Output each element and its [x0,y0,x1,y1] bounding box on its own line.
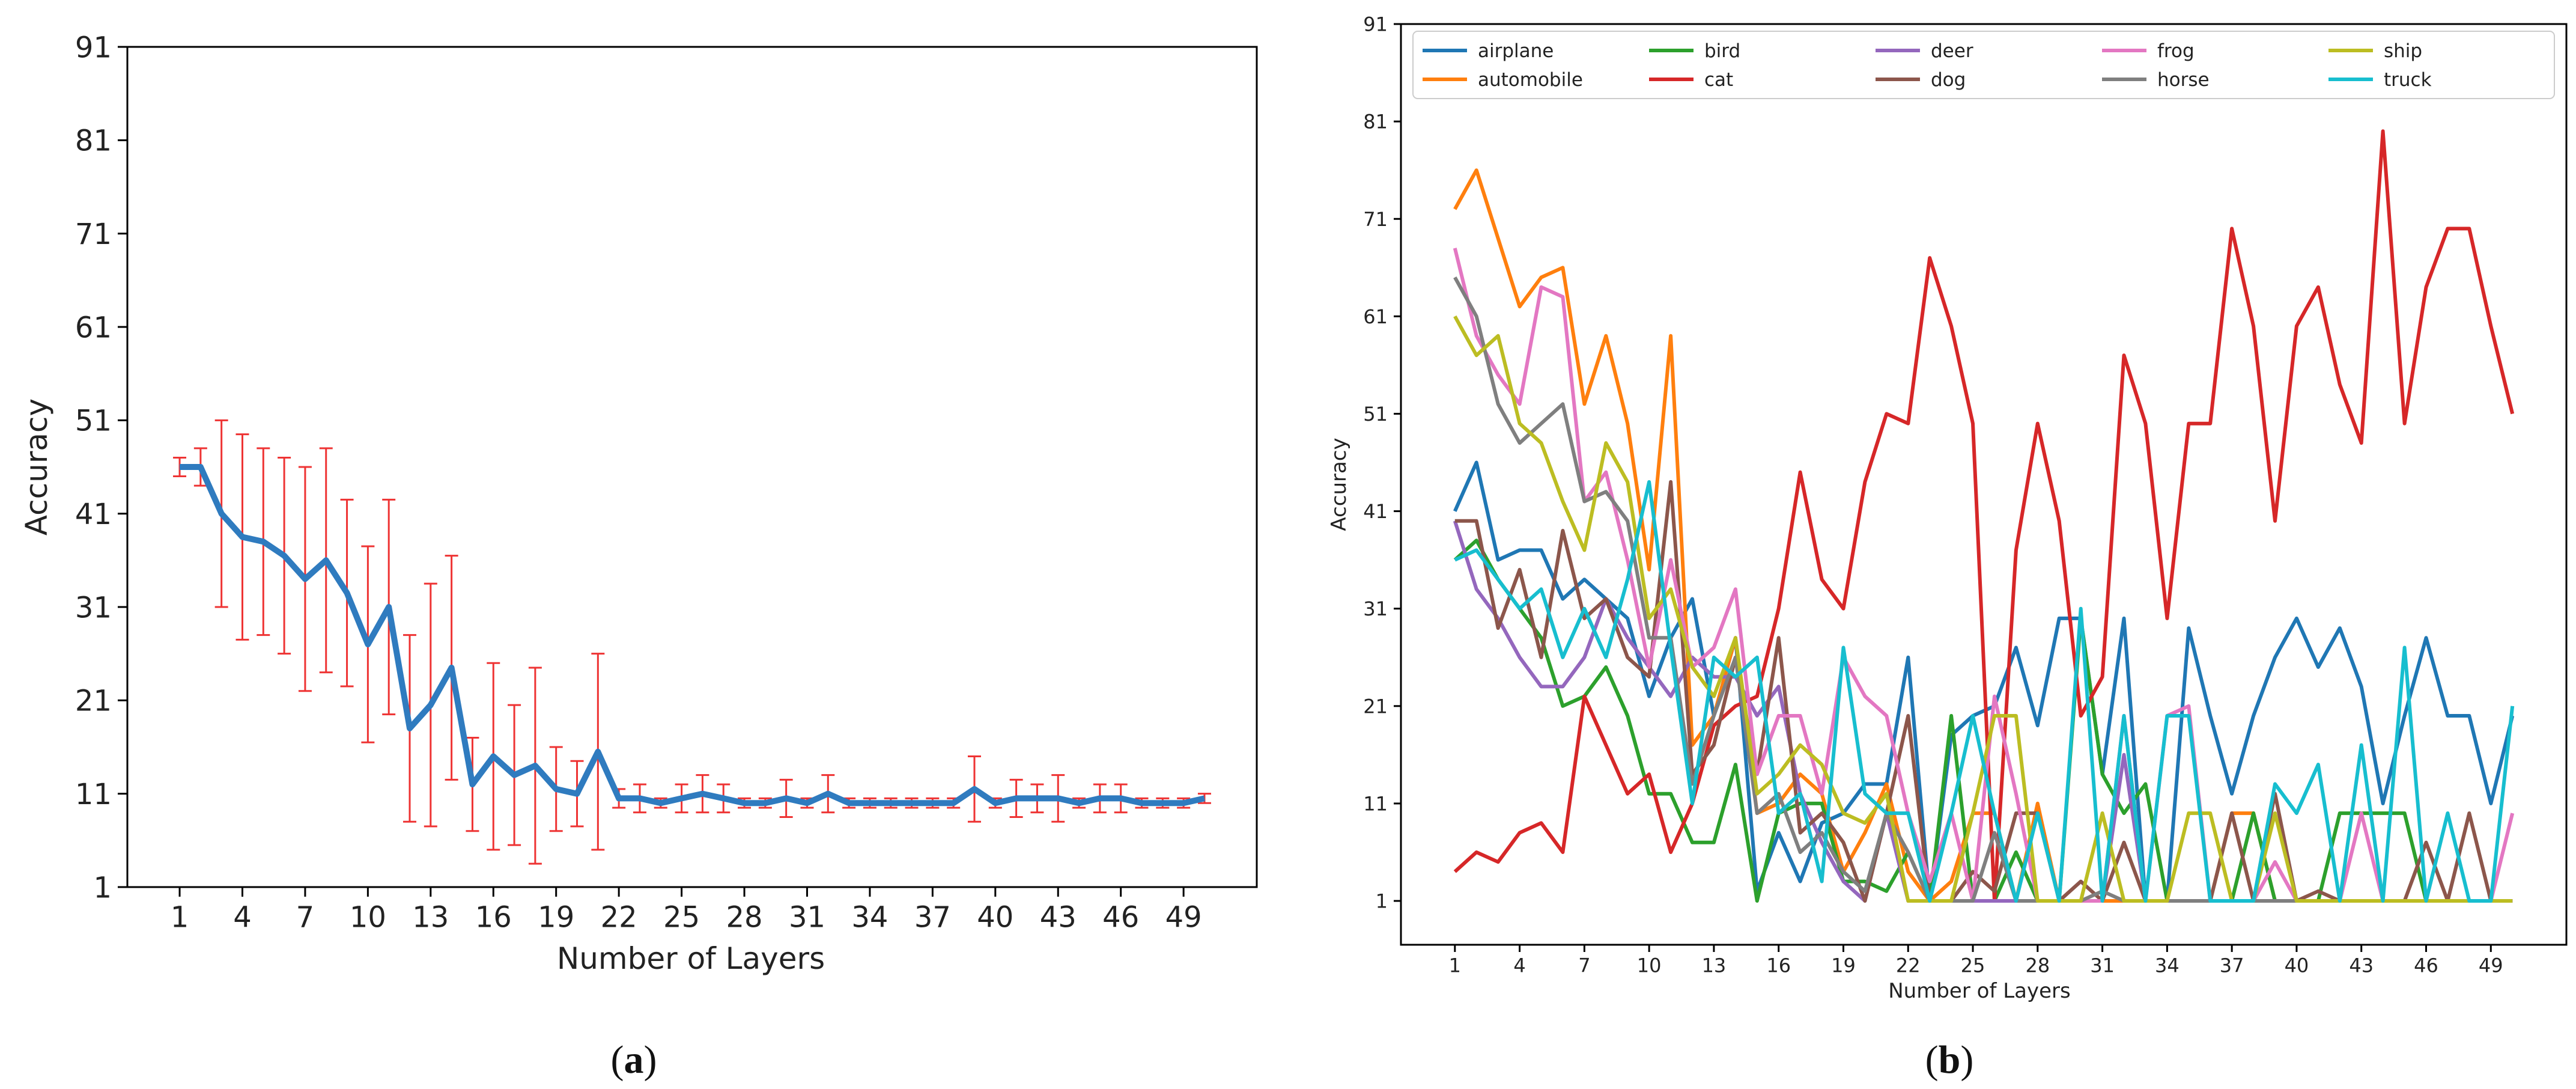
x-tick-label: 25 [663,900,700,934]
x-tick-label: 37 [914,900,951,934]
x-tick-label: 4 [1513,954,1525,977]
y-tick-label: 51 [75,404,112,438]
x-tick-label: 46 [1102,900,1139,934]
x-tick-label: 4 [233,900,252,934]
x-tick-label: 34 [2155,954,2180,977]
x-tick-label: 34 [851,900,888,934]
y-tick-label: 51 [1363,403,1388,426]
x-tick-label: 16 [1766,954,1791,977]
legend-label-deer: deer [1931,40,1973,62]
x-tick-label: 49 [2479,954,2503,977]
x-tick-label: 22 [601,900,637,934]
x-tick-label: 25 [1961,954,1985,977]
panel-b-x-axis: 1 4 7 10 13 16 19 22 25 28 31 34 37 40 43 46 49 [1449,945,2503,977]
x-tick-label: 37 [2220,954,2244,977]
y-tick-label: 31 [1363,597,1388,620]
y-tick-label: 1 [1376,890,1388,913]
x-tick-label: 28 [2025,954,2050,977]
x-tick-label: 19 [1831,954,1856,977]
y-tick-label: 41 [1363,500,1388,523]
y-tick-label: 21 [1363,695,1388,718]
panel-a-ylabel: Accuracy [19,398,54,535]
series-line-airplane [1453,460,2515,903]
x-tick-label: 40 [2285,954,2309,977]
y-tick-label: 91 [75,31,112,64]
x-tick-label: 49 [1165,900,1202,934]
x-tick-label: 10 [1637,954,1662,977]
x-tick-label: 46 [2414,954,2438,977]
x-tick-label: 31 [789,900,825,934]
legend-label-ship: ship [2384,40,2422,62]
legend-label-automobile: automobile [1478,69,1583,91]
y-tick-label: 81 [1363,111,1388,133]
y-tick-label: 61 [1363,305,1388,328]
x-tick-label: 1 [1449,954,1461,977]
x-tick-label: 7 [1578,954,1590,977]
legend-label-dog: dog [1931,69,1966,91]
panel-b-legend: airplane automobile bird cat deer dog frog hors… [1412,31,2555,99]
y-tick-label: 71 [1363,208,1388,231]
legend-label-cat: cat [1704,69,1733,91]
y-tick-label: 71 [75,218,112,251]
x-tick-label: 40 [977,900,1013,934]
legend-frame [1412,31,2555,99]
panel-b-xlabel: Number of Layers [1888,979,2070,1003]
y-tick-label: 21 [75,685,112,718]
panel-a-label: (a) [611,1038,657,1082]
series-line-mean-accuracy [180,464,1206,807]
x-tick-label: 19 [538,900,574,934]
x-tick-label: 31 [2090,954,2115,977]
panel-b-ylabel: Accuracy [1327,438,1351,531]
y-tick-label: 11 [1363,792,1388,815]
x-tick-label: 10 [350,900,386,934]
y-tick-label: 11 [75,778,112,811]
x-tick-label: 16 [475,900,512,934]
x-tick-label: 43 [2349,954,2374,977]
x-tick-label: 7 [296,900,315,934]
y-tick-label: 91 [1363,13,1388,36]
panel-a-series [173,419,1211,865]
panel-b-label: (b) [1925,1038,1974,1082]
series-line-truck [1454,480,2515,903]
x-tick-label: 1 [171,900,189,934]
panel-a-plot-frame [126,46,1258,888]
panel-a-xlabel: Number of Layers [557,941,825,976]
legend-label-horse: horse [2157,69,2210,91]
series-line-cat [1453,129,2515,903]
legend-label-airplane: airplane [1478,40,1554,62]
x-tick-label: 13 [1702,954,1727,977]
y-tick-label: 31 [75,591,112,624]
x-tick-label: 43 [1040,900,1077,934]
panel-a-x-axis: 1 4 7 10 13 16 19 22 25 28 31 34 37 40 43 46 49 [171,887,1202,934]
legend-label-frog: frog [2157,40,2195,62]
y-tick-label: 81 [75,124,112,158]
legend-label-bird: bird [1704,40,1740,62]
y-tick-label: 61 [75,311,112,344]
x-tick-label: 13 [412,900,449,934]
y-tick-label: 1 [93,871,112,904]
x-tick-label: 28 [726,900,762,934]
panel-b-series [1453,129,2515,903]
x-tick-label: 22 [1896,954,1921,977]
y-tick-label: 41 [75,498,112,531]
legend-label-truck: truck [2384,69,2432,91]
